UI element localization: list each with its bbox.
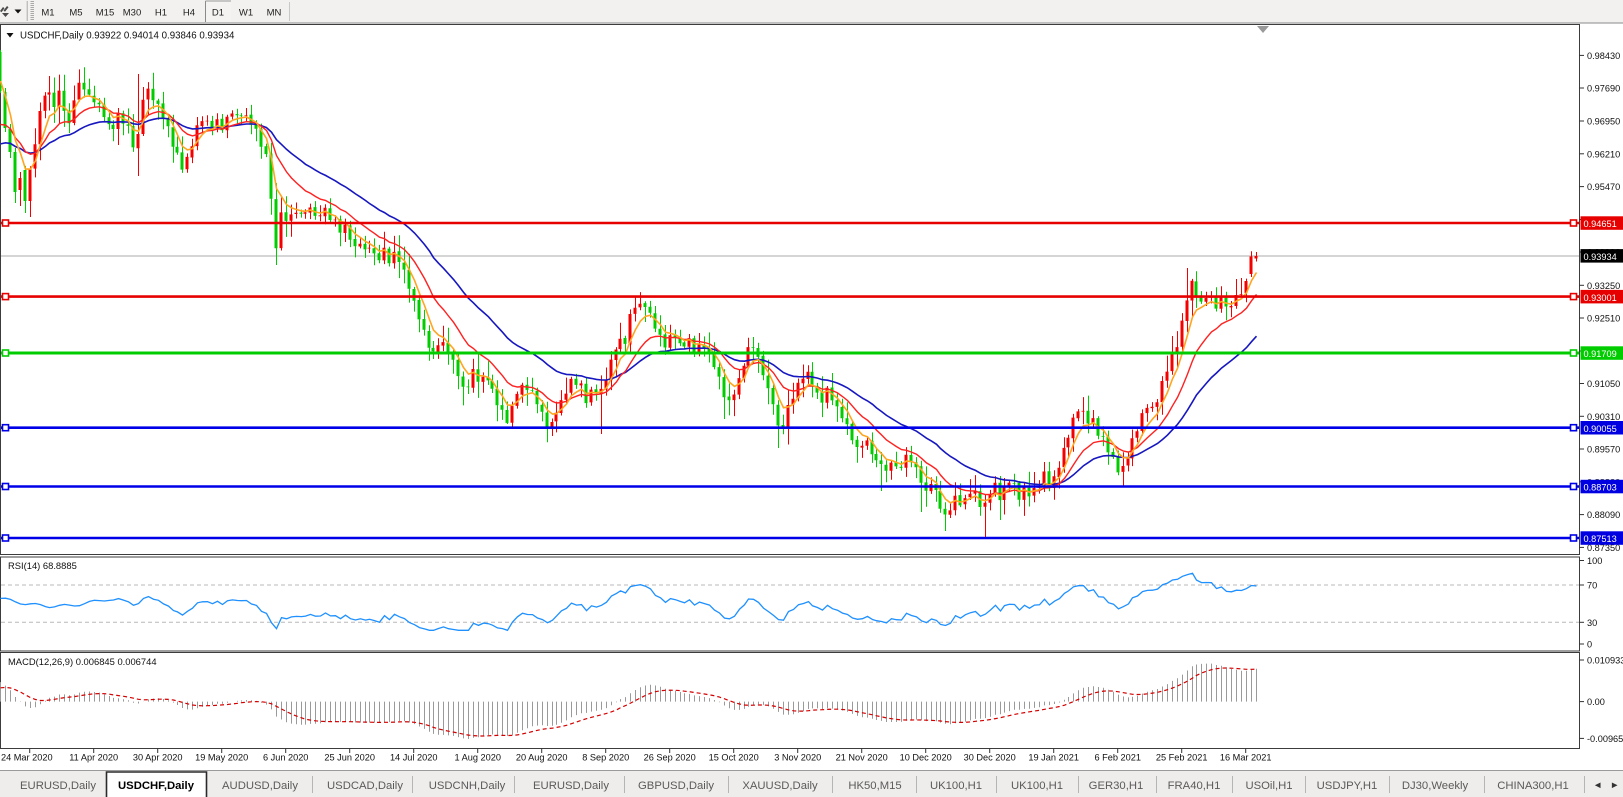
svg-text:1 Aug 2020: 1 Aug 2020	[454, 753, 501, 763]
svg-text:0.00: 0.00	[1587, 697, 1605, 707]
svg-text:AUDUSD,Daily: AUDUSD,Daily	[222, 780, 298, 792]
svg-text:►: ►	[1610, 780, 1619, 791]
svg-text:DJ30,Weekly: DJ30,Weekly	[1402, 780, 1469, 792]
svg-text:100: 100	[1587, 556, 1602, 566]
svg-text:0.96210: 0.96210	[1587, 149, 1620, 159]
svg-text:16 Mar 2021: 16 Mar 2021	[1220, 753, 1272, 763]
svg-text:M30: M30	[123, 8, 141, 19]
svg-text:0.93934: 0.93934	[1584, 252, 1617, 262]
svg-text:0.91050: 0.91050	[1587, 379, 1620, 389]
svg-text:0.89570: 0.89570	[1587, 445, 1620, 455]
svg-text:MN: MN	[267, 8, 282, 19]
svg-text:MACD(12,26,9) 0.006845 0.00674: MACD(12,26,9) 0.006845 0.006744	[8, 656, 157, 667]
svg-text:24 Mar 2020: 24 Mar 2020	[1, 753, 53, 763]
svg-text:20 Aug 2020: 20 Aug 2020	[516, 753, 568, 763]
svg-text:0.97690: 0.97690	[1587, 84, 1620, 94]
svg-text:EURUSD,Daily: EURUSD,Daily	[533, 780, 609, 792]
svg-text:30: 30	[1587, 618, 1597, 628]
svg-text:GER30,H1: GER30,H1	[1089, 780, 1144, 792]
svg-text:CHINA300,H1: CHINA300,H1	[1497, 780, 1569, 792]
svg-text:USOil,H1: USOil,H1	[1245, 780, 1292, 792]
svg-text:RSI(14) 68.8885: RSI(14) 68.8885	[8, 560, 77, 571]
svg-text:0.96950: 0.96950	[1587, 117, 1620, 127]
svg-text:M15: M15	[96, 8, 114, 19]
svg-text:10 Dec 2020: 10 Dec 2020	[900, 753, 952, 763]
svg-text:0.010933: 0.010933	[1587, 656, 1623, 666]
svg-text:0.93250: 0.93250	[1587, 281, 1620, 291]
svg-text:70: 70	[1587, 581, 1597, 591]
svg-text:15 Oct 2020: 15 Oct 2020	[709, 753, 759, 763]
svg-text:6 Jun 2020: 6 Jun 2020	[263, 753, 308, 763]
svg-text:◄: ◄	[1593, 780, 1602, 791]
svg-text:0.93001: 0.93001	[1584, 293, 1617, 303]
svg-text:USDCHF,Daily: USDCHF,Daily	[118, 780, 195, 792]
svg-text:0.88090: 0.88090	[1587, 510, 1620, 520]
svg-text:14 Jul 2020: 14 Jul 2020	[390, 753, 438, 763]
svg-text:H4: H4	[183, 8, 195, 19]
svg-text:USDCAD,Daily: USDCAD,Daily	[327, 780, 403, 792]
svg-text:0.98430: 0.98430	[1587, 51, 1620, 61]
svg-text:0.92510: 0.92510	[1587, 314, 1620, 324]
svg-text:EURUSD,Daily: EURUSD,Daily	[20, 780, 96, 792]
svg-text:0.90310: 0.90310	[1587, 412, 1620, 422]
svg-text:M5: M5	[69, 8, 82, 19]
svg-text:30 Apr 2020: 30 Apr 2020	[133, 753, 183, 763]
svg-text:26 Sep 2020: 26 Sep 2020	[644, 753, 696, 763]
svg-text:UK100,H1: UK100,H1	[1011, 780, 1063, 792]
svg-text:D1: D1	[212, 8, 224, 19]
svg-text:0.95470: 0.95470	[1587, 182, 1620, 192]
svg-text:H1: H1	[155, 8, 167, 19]
svg-text:0: 0	[1587, 640, 1592, 650]
svg-text:HK50,M15: HK50,M15	[848, 780, 901, 792]
svg-text:8 Sep 2020: 8 Sep 2020	[582, 753, 629, 763]
svg-text:0.87513: 0.87513	[1584, 534, 1617, 544]
svg-text:25 Feb 2021: 25 Feb 2021	[1156, 753, 1208, 763]
svg-text:XAUUSD,Daily: XAUUSD,Daily	[742, 780, 818, 792]
svg-text:0.88703: 0.88703	[1584, 483, 1617, 493]
svg-text:USDJPY,H1: USDJPY,H1	[1317, 780, 1378, 792]
svg-text:UK100,H1: UK100,H1	[930, 780, 982, 792]
svg-text:-0.009653: -0.009653	[1587, 734, 1623, 744]
svg-text:0.94651: 0.94651	[1584, 219, 1617, 229]
svg-text:11 Apr 2020: 11 Apr 2020	[69, 753, 118, 763]
svg-text:0.90055: 0.90055	[1584, 424, 1617, 434]
svg-text:GBPUSD,Daily: GBPUSD,Daily	[638, 780, 714, 792]
svg-text:30 Dec 2020: 30 Dec 2020	[964, 753, 1016, 763]
svg-text:W1: W1	[239, 8, 253, 19]
svg-text:3 Nov 2020: 3 Nov 2020	[774, 753, 821, 763]
svg-text:FRA40,H1: FRA40,H1	[1168, 780, 1221, 792]
svg-text:USDCHF,Daily 0.93922 0.94014: USDCHF,Daily 0.93922 0.94014 0.93846 0.9…	[20, 31, 235, 42]
svg-text:M1: M1	[41, 8, 54, 19]
svg-text:0.91709: 0.91709	[1584, 349, 1617, 359]
svg-text:19 May 2020: 19 May 2020	[195, 753, 248, 763]
svg-text:25 Jun 2020: 25 Jun 2020	[324, 753, 375, 763]
svg-text:21 Nov 2020: 21 Nov 2020	[836, 753, 888, 763]
svg-text:19 Jan 2021: 19 Jan 2021	[1028, 753, 1079, 763]
svg-text:6 Feb 2021: 6 Feb 2021	[1094, 753, 1141, 763]
svg-text:0.87350: 0.87350	[1587, 543, 1620, 553]
svg-text:USDCNH,Daily: USDCNH,Daily	[429, 780, 506, 792]
